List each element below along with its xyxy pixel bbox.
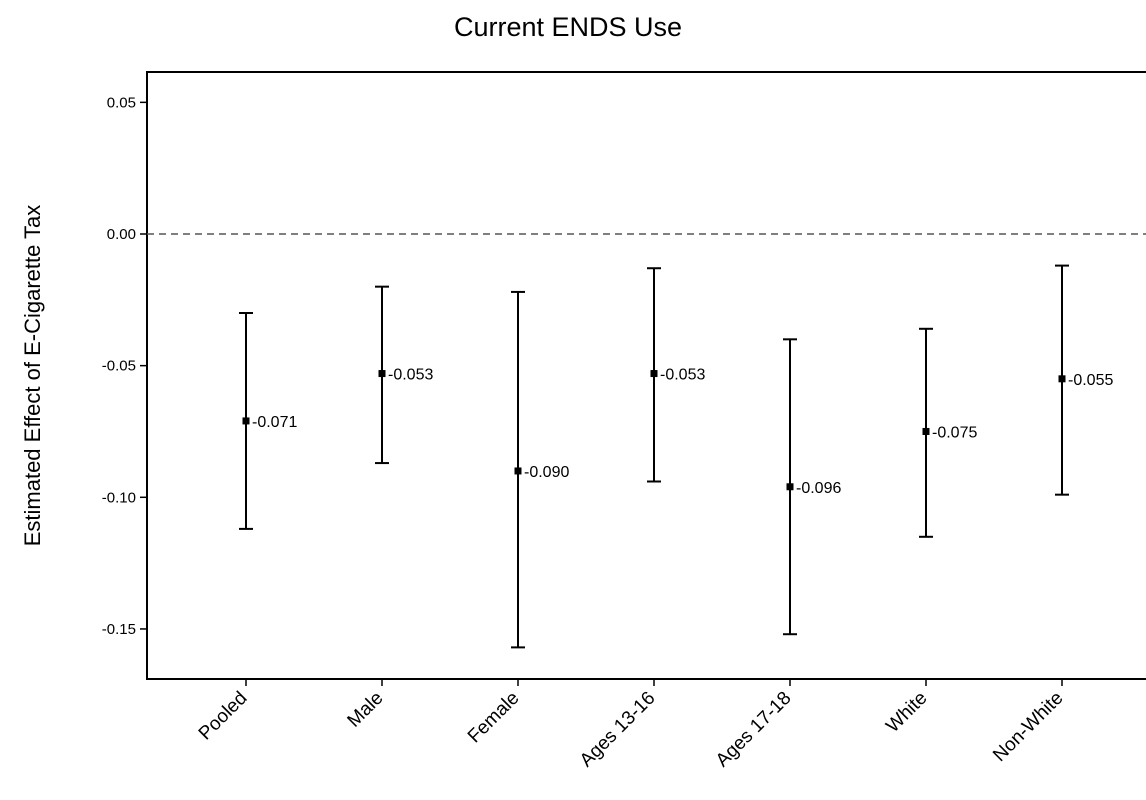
data-label: -0.096: [796, 480, 841, 497]
x-tick-label: White: [882, 688, 931, 737]
chart-title: Current ENDS Use: [454, 12, 682, 42]
chart-marks: -0.071 -0.053 -0.090 -0.053 -0.096 -0.075 -0.0…: [239, 264, 1113, 649]
y-tick-label: -0.05: [102, 358, 136, 375]
y-tick-label: -0.15: [102, 621, 136, 638]
x-axis: Pooled Male Female Ages 13-16 Ages 17-18 Whit…: [195, 679, 1068, 771]
point-estimate-marker: [786, 483, 794, 491]
y-tick-label: 0.00: [107, 226, 136, 243]
y-axis-label: Estimated Effect of E-Cigarette Tax: [20, 205, 45, 547]
x-tick-label: Male: [344, 688, 388, 732]
point-estimate-marker: [650, 370, 658, 378]
x-tick-label: Pooled: [195, 688, 252, 745]
data-label: -0.071: [252, 414, 297, 431]
y-tick-label: -0.10: [102, 489, 136, 506]
data-label: -0.053: [388, 367, 433, 384]
data-label: -0.055: [1068, 372, 1113, 389]
x-tick-label: Ages 13-16: [576, 688, 660, 772]
data-label: -0.075: [932, 424, 977, 441]
point-estimate-marker: [1058, 375, 1066, 383]
point-estimate-marker: [922, 427, 930, 435]
x-tick-label: Ages 17-18: [712, 688, 796, 772]
x-tick-label: Female: [464, 688, 524, 748]
x-tick-label: Non-White: [989, 688, 1067, 766]
data-label: -0.090: [524, 464, 569, 481]
point-estimate-marker: [378, 370, 386, 378]
plot-frame: [146, 71, 1146, 680]
y-tick-label: 0.05: [107, 94, 136, 111]
data-label: -0.053: [660, 367, 705, 384]
y-axis: 0.05 0.00 -0.05 -0.10 -0.15: [102, 94, 147, 638]
point-estimate-marker: [514, 467, 522, 475]
point-estimate-marker: [242, 417, 250, 425]
